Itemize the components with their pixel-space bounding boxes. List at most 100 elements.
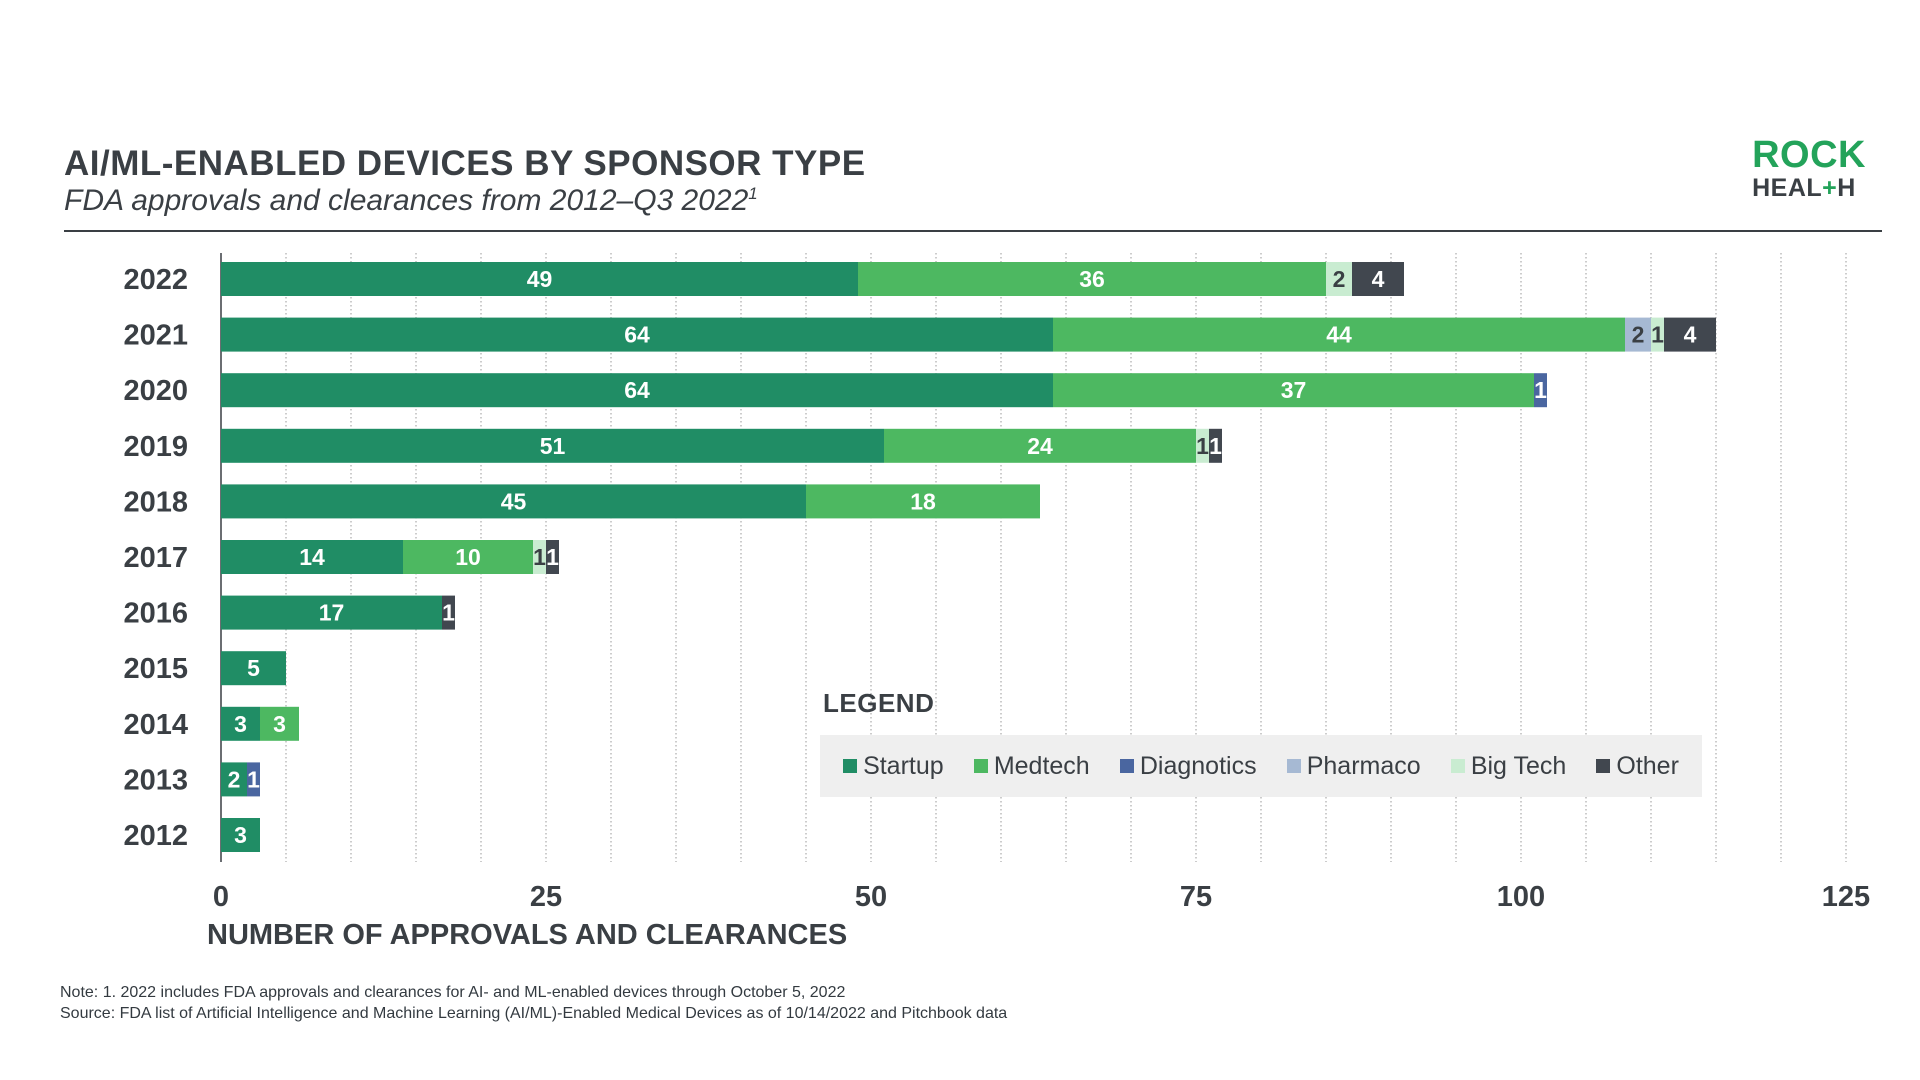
bar-startup xyxy=(221,762,247,797)
bar-startup xyxy=(221,484,806,519)
data-label: 1 xyxy=(1534,377,1547,403)
x-tick-label: 50 xyxy=(855,881,887,913)
data-label: 51 xyxy=(540,433,566,459)
rock-health-logo: ROCK HEAL+H xyxy=(1752,136,1866,201)
data-label: 24 xyxy=(1027,433,1053,459)
chart-subtitle-text: FDA approvals and clearances from 2012–Q… xyxy=(64,184,749,217)
legend-item: Big Tech xyxy=(1450,751,1567,781)
data-label: 1 xyxy=(1196,433,1209,459)
legend-swatch xyxy=(1286,759,1301,773)
axes: 0 25 50 75 100 125 NUMBER OF APPROVALS AND CLE… xyxy=(123,253,1870,951)
legend-label: Medtech xyxy=(993,751,1090,780)
data-label: 3 xyxy=(273,711,286,737)
data-label: 3 xyxy=(234,822,247,848)
bar-medtech xyxy=(403,540,533,574)
x-tick-label: 125 xyxy=(1822,881,1870,913)
data-label: 1 xyxy=(533,544,546,570)
bar-medtech xyxy=(260,706,299,741)
bar-pharmaco xyxy=(1625,317,1651,352)
bar-diagnotics xyxy=(247,762,260,797)
data-label: 14 xyxy=(299,544,325,570)
legend: Startup Medtech Diagnotics Pharmaco Big Tech… xyxy=(820,735,1702,797)
footnotes: Note: 1. 2022 includes FDA approvals and… xyxy=(60,982,1007,1024)
chart-title: AI/ML-ENABLED DEVICES BY SPONSOR TYPE xyxy=(64,144,866,183)
y-tick-label: 2014 xyxy=(123,709,188,741)
note-text: Note: 1. 2022 includes FDA approvals and… xyxy=(60,984,846,1001)
y-tick-label: 2019 xyxy=(123,431,188,463)
data-label: 2 xyxy=(1632,322,1645,348)
logo-plus: + xyxy=(1822,174,1838,202)
data-label: 45 xyxy=(501,488,527,514)
logo-line-2-b: H xyxy=(1837,174,1856,202)
bar-startup xyxy=(221,262,858,296)
data-label: 4 xyxy=(1372,266,1385,292)
data-label: 37 xyxy=(1281,377,1307,403)
data-label: 1 xyxy=(546,544,559,570)
x-tick-label: 100 xyxy=(1497,881,1545,913)
legend-swatch xyxy=(1596,759,1611,773)
bar-medtech xyxy=(884,428,1196,463)
y-tick-label: 2020 xyxy=(123,375,188,407)
data-label: 18 xyxy=(910,488,936,514)
data-label: 64 xyxy=(624,377,650,403)
legend-label: Big Tech xyxy=(1470,751,1567,780)
logo-line-1: ROCK xyxy=(1752,134,1866,176)
bar-startup xyxy=(221,428,884,463)
legend-label: Diagnotics xyxy=(1139,751,1257,780)
legend-item: Other xyxy=(1596,752,1679,781)
data-label: 1 xyxy=(247,766,260,792)
y-tick-label: 2016 xyxy=(123,598,188,630)
data-label: 3 xyxy=(234,711,247,737)
data-label: 44 xyxy=(1326,322,1352,348)
x-axis-title: NUMBER OF APPROVALS AND CLEARANCES xyxy=(207,919,847,951)
bar-diagnotics xyxy=(1534,373,1547,408)
title-divider xyxy=(64,230,1882,232)
legend-swatch xyxy=(973,759,988,773)
bar-big-tech xyxy=(533,540,546,574)
legend-swatch xyxy=(843,759,858,773)
bar-startup xyxy=(221,540,403,574)
bar-startup xyxy=(221,373,1053,408)
data-label: 1 xyxy=(442,600,455,626)
legend-label: Other xyxy=(1616,751,1679,780)
legend-title: LEGEND xyxy=(823,688,935,718)
x-tick-label: 25 xyxy=(530,881,562,913)
data-label: 1 xyxy=(1209,433,1222,459)
bar-startup xyxy=(221,317,1053,352)
bar-medtech xyxy=(806,484,1040,519)
x-tick-label: 0 xyxy=(213,881,229,913)
data-label: 49 xyxy=(527,266,553,292)
bar-startup xyxy=(221,651,286,686)
y-tick-label: 2022 xyxy=(123,264,188,296)
legend-label: Startup xyxy=(863,751,944,780)
legend-item: Diagnotics xyxy=(1119,751,1257,781)
data-label: 4 xyxy=(1684,322,1697,348)
logo-line-2-a: HEAL xyxy=(1752,174,1823,202)
chart-subtitle-footnote-marker: 1 xyxy=(748,184,758,203)
bar-startup xyxy=(221,818,260,852)
legend-swatch xyxy=(1450,759,1465,773)
chart-subtitle: FDA approvals and clearances from 2012–Q… xyxy=(64,184,758,218)
y-tick-label: 2017 xyxy=(123,542,188,574)
bar-medtech xyxy=(1053,317,1625,352)
bar-other xyxy=(1664,317,1716,352)
x-tick-label: 75 xyxy=(1180,881,1212,913)
bar-other xyxy=(442,595,455,630)
y-tick-label: 2012 xyxy=(123,820,188,852)
y-tick-label: 2018 xyxy=(123,486,188,518)
data-label: 36 xyxy=(1079,266,1105,292)
data-label: 1 xyxy=(1651,322,1664,348)
y-tick-label: 2021 xyxy=(123,320,188,352)
bar-other xyxy=(546,540,559,574)
bar-big-tech xyxy=(1326,262,1352,296)
legend-item: Startup xyxy=(843,752,944,781)
bar-startup xyxy=(221,706,260,741)
bar-other xyxy=(1352,262,1404,296)
legend-swatch xyxy=(1119,759,1134,773)
bar-medtech xyxy=(858,262,1326,296)
bar-startup xyxy=(221,595,442,630)
bar-other xyxy=(1209,428,1222,463)
data-label: 2 xyxy=(1333,266,1346,292)
